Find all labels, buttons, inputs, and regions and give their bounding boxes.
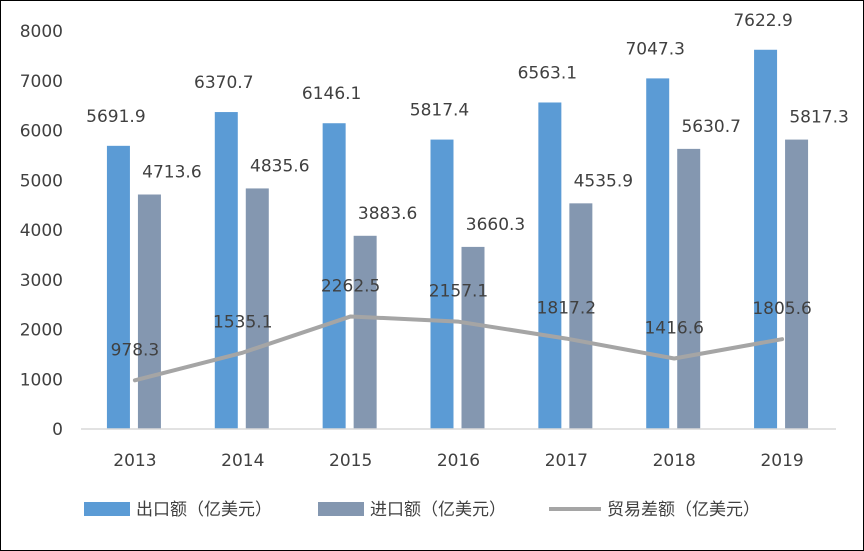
x-tick-label: 2019 [760, 451, 803, 471]
export-bar [538, 102, 562, 429]
y-tick-label: 4000 [20, 221, 63, 241]
x-tick-label: 2017 [545, 451, 588, 471]
import-data-label: 4713.6 [142, 162, 201, 182]
export-bar [754, 49, 778, 430]
export-data-label: 5691.9 [86, 107, 145, 127]
y-tick-label: 6000 [20, 122, 63, 142]
y-tick-label: 2000 [20, 321, 63, 341]
y-tick-label: 0 [52, 420, 63, 440]
x-tick-label: 2016 [437, 451, 480, 471]
import-data-label: 4535.9 [574, 171, 633, 191]
x-tick-label: 2018 [653, 451, 696, 471]
balance-data-label: 2262.5 [321, 276, 380, 296]
export-data-label: 5817.4 [410, 101, 469, 121]
data-labels-layer: 5691.9 4713.6 6370.7 4835.6 6146.1 3883.6 5817… [86, 11, 849, 361]
y-tick-label: 5000 [20, 171, 63, 191]
import-bar [137, 194, 161, 429]
balance-data-label: 1416.6 [644, 319, 703, 339]
export-data-label: 6563.1 [518, 63, 577, 83]
x-tick-label: 2015 [329, 451, 372, 471]
export-data-label: 6370.7 [194, 73, 253, 93]
export-data-label: 7622.9 [733, 11, 792, 31]
import-data-label: 4835.6 [250, 156, 309, 176]
y-tick-label: 7000 [20, 72, 63, 92]
x-tick-label: 2013 [113, 451, 156, 471]
balance-data-label: 1535.1 [213, 313, 272, 333]
export-data-label: 7047.3 [625, 39, 684, 59]
import-data-label: 3883.6 [358, 204, 417, 224]
y-tick-label: 8000 [20, 22, 63, 42]
balance-data-label: 1817.2 [537, 299, 596, 319]
export-bar [430, 139, 454, 429]
balance-line-layer [132, 314, 785, 383]
balance-data-label: 978.3 [111, 340, 160, 360]
balance-line [132, 314, 785, 383]
balance-data-label: 2157.1 [429, 282, 488, 302]
export-bar [214, 112, 238, 429]
export-bar [322, 123, 346, 430]
y-axis: 0 1000 2000 3000 4000 5000 6000 7000 8000 [20, 22, 63, 440]
x-tick-label: 2014 [221, 451, 264, 471]
legend-swatch-export [84, 502, 130, 516]
legend-label-import: 进口额（亿美元） [370, 500, 506, 520]
legend: 出口额（亿美元） 进口额（亿美元） 贸易差额（亿美元） [84, 500, 760, 520]
export-data-label: 6146.1 [302, 84, 361, 104]
import-data-label: 3660.3 [466, 215, 525, 235]
export-bar [646, 78, 670, 430]
y-tick-label: 1000 [20, 370, 63, 390]
import-bar [677, 148, 701, 429]
import-data-label: 5630.7 [681, 117, 740, 137]
import-bar [785, 139, 809, 429]
import-bar [245, 188, 269, 429]
import-bar [569, 203, 593, 429]
legend-label-balance: 贸易差额（亿美元） [607, 500, 760, 520]
legend-swatch-import [318, 502, 364, 516]
x-axis: 2013 2014 2015 2016 2017 2018 2019 [81, 428, 836, 471]
balance-data-label: 1805.6 [752, 299, 811, 319]
import-data-label: 5817.3 [789, 108, 848, 128]
export-bar [106, 145, 130, 429]
bars-layer [106, 49, 809, 430]
import-bar [461, 246, 485, 429]
y-tick-label: 3000 [20, 271, 63, 291]
import-bar [353, 235, 377, 429]
legend-label-export: 出口额（亿美元） [136, 500, 272, 520]
